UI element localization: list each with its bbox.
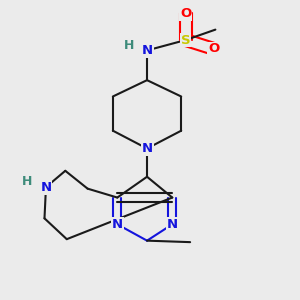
Text: O: O: [180, 7, 191, 20]
Text: N: N: [142, 44, 153, 57]
Text: O: O: [208, 42, 220, 56]
Text: N: N: [40, 181, 52, 194]
Text: S: S: [181, 34, 190, 46]
Text: N: N: [112, 218, 123, 231]
Text: N: N: [167, 218, 178, 231]
Text: N: N: [142, 142, 153, 155]
Text: H: H: [124, 39, 134, 52]
Text: H: H: [22, 175, 32, 188]
